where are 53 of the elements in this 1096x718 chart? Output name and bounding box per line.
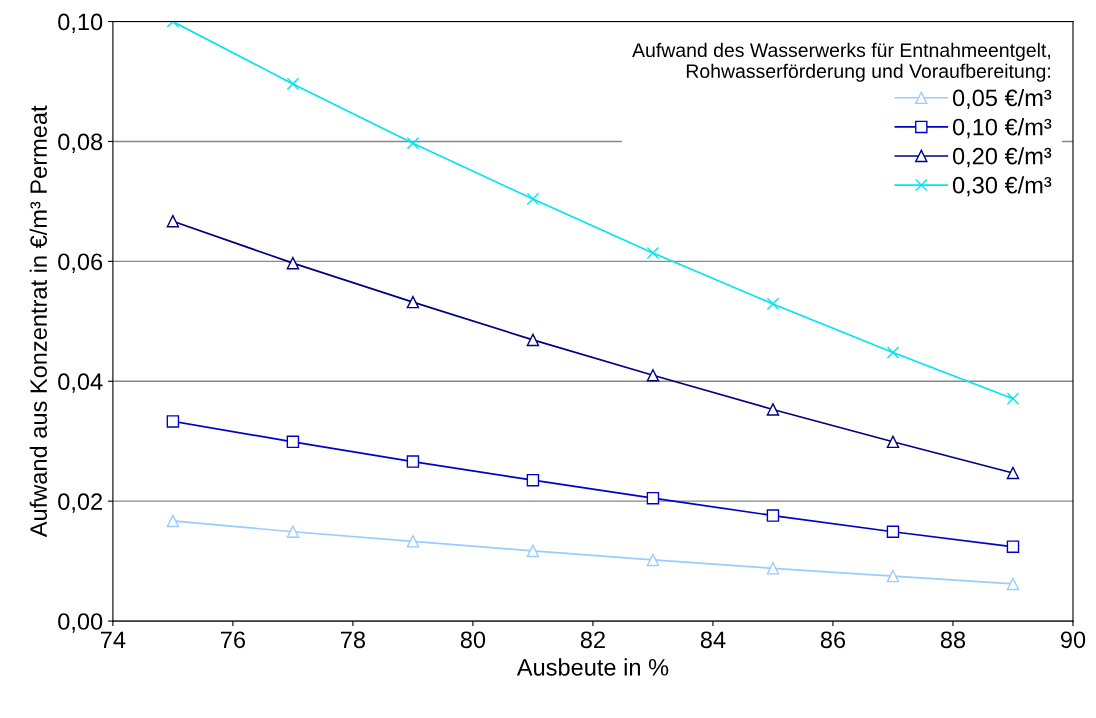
- point: [286, 435, 300, 449]
- point: [286, 256, 300, 270]
- point: [886, 435, 900, 449]
- x-tick-label: 90: [1060, 631, 1086, 649]
- y-tick-label: 0,02: [58, 493, 102, 513]
- x-tick-label: 86: [820, 631, 846, 649]
- x-tick-label: 80: [460, 631, 486, 649]
- legend-label: 0,30 €/m³: [952, 176, 1052, 197]
- point: [1006, 577, 1020, 591]
- point: [886, 346, 900, 359]
- x-tick-label: 76: [220, 631, 245, 649]
- legend-title: Aufwand des Wasserwerks für Entnahmeentgelt, Rohwasserförderung und Voraufbereitung:: [632, 42, 1051, 82]
- x-tick-label: 82: [580, 631, 605, 649]
- y-tick-label: 0,06: [58, 253, 103, 273]
- point: [1006, 540, 1020, 553]
- point: [1006, 392, 1020, 405]
- y-axis-title: Aufwand aus Konzentrat in €/m³ Permeat: [29, 105, 47, 538]
- point: [526, 473, 540, 487]
- point: [766, 509, 780, 522]
- point: [166, 415, 180, 428]
- point: [766, 403, 780, 416]
- point: [646, 369, 660, 382]
- point: [286, 77, 300, 91]
- legend-label: 0,05 €/m³: [952, 88, 1052, 110]
- point: [166, 214, 180, 228]
- point: [406, 136, 420, 150]
- point: [526, 192, 540, 206]
- y-tick-label: 0,10: [58, 13, 103, 34]
- point: [646, 491, 660, 505]
- point: [646, 246, 660, 260]
- y-tick-label: 0,04: [58, 373, 103, 393]
- point: [406, 535, 420, 548]
- x-tick-label: 84: [700, 631, 726, 649]
- point: [406, 455, 420, 468]
- x-axis-title: Ausbeute in %: [516, 658, 669, 676]
- legend-label: 0,10 €/m³: [952, 118, 1052, 139]
- point: [166, 514, 180, 528]
- y-tick-label: 0,08: [58, 133, 103, 154]
- point: [886, 525, 900, 538]
- point: [646, 553, 660, 567]
- point: [1006, 466, 1020, 480]
- point: [286, 525, 300, 538]
- point: [886, 569, 900, 583]
- point: [766, 562, 780, 575]
- point: [766, 297, 780, 311]
- x-tick-label: 78: [340, 631, 366, 649]
- x-tick-label: 74: [100, 631, 126, 648]
- point: [526, 544, 540, 558]
- legend-label: 0,20 €/m³: [952, 147, 1052, 168]
- point: [406, 295, 420, 309]
- point: [526, 333, 540, 347]
- y-tick-label: 0,00: [58, 613, 103, 633]
- x-tick-label: 88: [940, 631, 966, 649]
